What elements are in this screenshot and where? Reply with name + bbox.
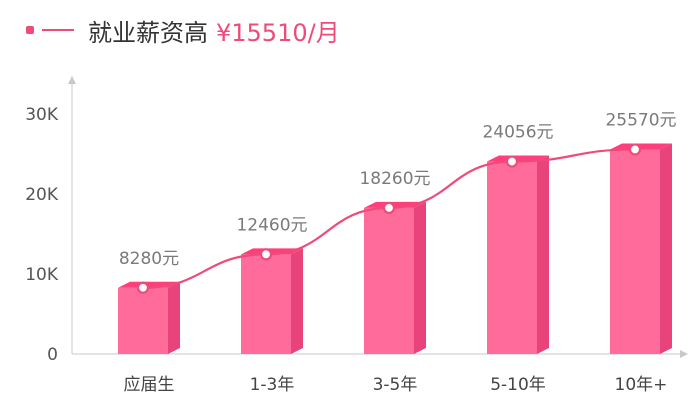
x-category-label: 10年+ bbox=[615, 375, 668, 395]
bar bbox=[241, 248, 303, 354]
bar-side-face bbox=[291, 248, 303, 354]
average-salary-value: ¥15510/月 bbox=[216, 18, 340, 47]
bar-front-face bbox=[118, 287, 168, 354]
line-point bbox=[628, 143, 642, 156]
x-category-label: 1-3年 bbox=[250, 375, 295, 395]
data-label: 8280元 bbox=[119, 249, 179, 269]
bar bbox=[487, 155, 549, 354]
data-label: 12460元 bbox=[236, 215, 307, 235]
line-point bbox=[382, 201, 396, 215]
y-tick-label: 30K bbox=[25, 105, 59, 125]
legend-line-marker bbox=[42, 29, 74, 31]
x-category-label: 应届生 bbox=[124, 375, 175, 395]
chart-title: 就业薪资高 bbox=[88, 18, 208, 47]
bars bbox=[118, 143, 672, 354]
chart-header: 就业薪资高 ¥15510/月 bbox=[26, 8, 340, 52]
bar-front-face bbox=[241, 254, 291, 354]
bar-front-face bbox=[364, 207, 414, 354]
data-label: 18260元 bbox=[359, 169, 430, 189]
line-point bbox=[259, 248, 273, 261]
bar-side-face bbox=[168, 281, 180, 354]
bar bbox=[118, 281, 180, 354]
data-label: 25570元 bbox=[605, 110, 676, 130]
y-tick-label: 20K bbox=[25, 185, 59, 205]
data-labels: 8280元 12460元 18260元 24056元 25570元 bbox=[119, 110, 677, 268]
y-tick-label: 10K bbox=[25, 265, 59, 285]
line-point bbox=[505, 155, 519, 168]
bar bbox=[610, 143, 672, 354]
bar-side-face bbox=[660, 143, 672, 354]
bar-top-face bbox=[610, 143, 672, 150]
bar-side-face bbox=[414, 201, 426, 354]
salary-line-layer bbox=[136, 143, 642, 294]
y-axis-ticks: 0 10K 20K 30K bbox=[25, 105, 59, 365]
x-category-label: 3-5年 bbox=[373, 375, 418, 395]
x-axis-categories: 应届生 1-3年 3-5年 5-10年 10年+ bbox=[124, 375, 668, 395]
x-axis-arrow bbox=[680, 350, 688, 358]
x-category-label: 5-10年 bbox=[490, 375, 546, 395]
bar-front-face bbox=[610, 149, 660, 354]
y-axis-arrow bbox=[68, 76, 76, 84]
bar-front-face bbox=[487, 161, 537, 354]
bar bbox=[364, 201, 426, 354]
y-tick-label: 0 bbox=[47, 345, 58, 365]
legend-dot-marker bbox=[26, 26, 34, 34]
line-point bbox=[136, 281, 150, 294]
data-label: 24056元 bbox=[482, 123, 553, 143]
bar-side-face bbox=[537, 155, 549, 354]
